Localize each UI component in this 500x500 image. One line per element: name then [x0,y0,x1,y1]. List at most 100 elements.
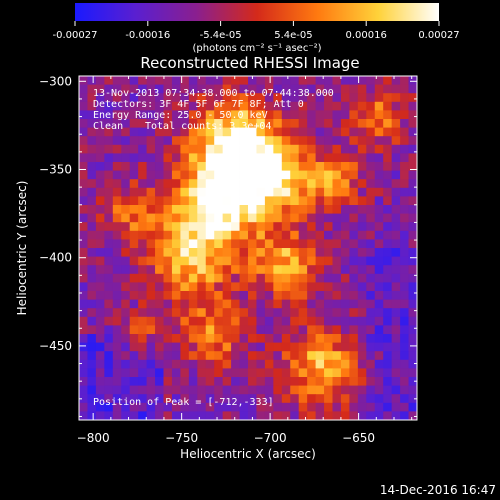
heatmap-cell [248,205,257,214]
heatmap-cell [231,93,240,103]
heatmap-cell [281,299,291,309]
heatmap-cell [383,325,393,335]
heatmap-cell [264,76,274,85]
heatmap-cell [188,196,198,206]
heatmap-cell [366,101,376,111]
heatmap-cell [129,359,139,369]
heatmap-cell [273,299,283,309]
heatmap-cell [391,299,401,309]
heatmap-cell [155,325,164,335]
heatmap-cell [95,256,105,266]
heatmap-cell [408,291,418,300]
heatmap-cell [349,187,359,197]
heatmap-cell [171,273,181,283]
heatmap-cell [171,308,181,318]
heatmap-cell [104,325,114,335]
heatmap-cell [408,385,418,395]
heatmap-cell [112,316,122,326]
heatmap-cell [273,334,283,343]
heatmap-cell [180,84,190,94]
heatmap-cell [197,222,207,232]
heatmap-cell [324,308,333,318]
heatmap-cell [112,196,122,206]
heatmap-cell [205,101,215,111]
heatmap-cell [383,239,393,249]
heatmap-cell [214,368,224,378]
heatmap-cell [79,377,88,386]
heatmap-cell [307,153,316,163]
heatmap-cell [112,377,122,386]
heatmap-cell [104,248,114,257]
heatmap-cell [104,170,114,180]
heatmap-cell [95,394,105,404]
heatmap-cell [307,394,316,404]
heatmap-cell [222,110,232,120]
heatmap-cell [357,377,367,386]
heatmap-cell [315,282,325,292]
heatmap-cell [112,119,122,128]
heatmap-cell [340,110,350,120]
heatmap-cell [222,76,232,85]
heatmap-cell [281,325,291,335]
heatmap-cell [155,359,164,369]
heatmap-cell [273,248,283,257]
heatmap-cell [408,342,418,352]
heatmap-cell [138,411,147,421]
heatmap-cell [340,334,350,343]
heatmap-cell [205,205,215,214]
heatmap-cell [180,196,190,206]
heatmap-cell [112,162,122,171]
heatmap-cell [205,222,215,232]
heatmap-cell [146,402,156,412]
heatmap-cell [214,351,224,361]
heatmap-cell [104,76,114,85]
heatmap-cell [205,359,215,369]
heatmap-cell [357,136,367,146]
heatmap-cell [383,411,393,421]
heatmap-cell [366,196,376,206]
heatmap-cell [248,359,257,369]
heatmap-cell [129,127,139,137]
heatmap-cell [138,359,147,369]
heatmap-cell [298,282,308,292]
heatmap-cell [307,119,316,128]
heatmap-cell [205,162,215,171]
heatmap-cell [188,162,198,171]
heatmap-cell [138,93,147,103]
heatmap-cell [408,170,418,180]
heatmap-cell [214,282,224,292]
heatmap-cell [315,76,325,85]
heatmap-cell [366,282,376,292]
heatmap-cell [349,368,359,378]
heatmap-cell [366,248,376,257]
heatmap-cell [163,179,173,189]
heatmap-cell [315,368,325,378]
heatmap-cell [112,265,122,275]
heatmap-cell [281,153,291,163]
heatmap-cell [188,256,198,266]
heatmap-cell [408,205,418,214]
heatmap-cell [298,308,308,318]
heatmap-cell [239,205,249,214]
heatmap-cell [239,153,249,163]
heatmap-cell [214,222,224,232]
heatmap-cell [95,76,105,85]
heatmap-cell [298,170,308,180]
heatmap-cell [180,101,190,111]
heatmap-cell [239,308,249,318]
heatmap-cell [87,205,97,214]
heatmap-cell [248,84,257,94]
heatmap-cell [400,170,409,180]
heatmap-cell [163,170,173,180]
heatmap-cell [87,119,97,128]
heatmap-cell [163,205,173,214]
heatmap-cell [104,119,114,128]
heatmap-cell [340,239,350,249]
heatmap-cell [180,273,190,283]
heatmap-cell [171,368,181,378]
heatmap-cell [205,110,215,120]
heatmap-cell [391,273,401,283]
heatmap-cell [290,93,300,103]
heatmap-cell [290,101,300,111]
heatmap-cell [214,170,224,180]
